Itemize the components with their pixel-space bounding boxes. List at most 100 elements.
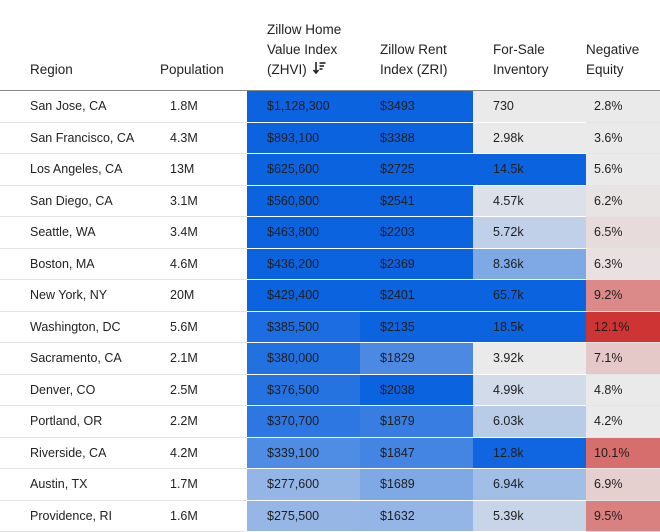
cell-region: New York, NY [0,279,160,312]
cell-zri: $2725 [360,153,473,186]
table-row[interactable]: Austin, TX 1.7M $277,600 $1689 6.94k 6.9% [0,468,660,501]
cell-neg-equity: 6.2% [586,185,660,217]
cell-neg-equity: 6.3% [586,248,660,280]
cell-zhvi: $1,128,300 [247,90,360,123]
cell-neg-equity: 5.6% [586,153,660,186]
column-header-label: Inventory [493,62,549,77]
cell-neg-equity: 6.5% [586,216,660,249]
cell-zri: $1847 [360,437,473,469]
cell-region: Los Angeles, CA [0,153,160,186]
sort-descending-icon[interactable] [312,60,326,80]
column-header-label: Value Index [267,42,338,57]
cell-population: 4.2M [160,437,247,469]
cell-region: Seattle, WA [0,216,160,249]
table-row[interactable]: Sacramento, CA 2.1M $380,000 $1829 3.92k 7.1% [0,342,660,375]
table-row[interactable]: Seattle, WA 3.4M $463,800 $2203 5.72k 6.5% [0,216,660,249]
cell-inventory: 6.03k [473,405,586,438]
cell-population: 13M [160,153,247,186]
cell-population: 2.5M [160,374,247,406]
cell-inventory: 12.8k [473,437,586,469]
column-header-label: Negative [586,42,640,57]
table-row[interactable]: Portland, OR 2.2M $370,700 $1879 6.03k 4.2% [0,405,660,438]
column-header-label: For-Sale [493,42,545,57]
cell-population: 20M [160,279,247,312]
cell-population: 1.8M [160,90,247,123]
column-header-label: Equity [586,62,624,77]
cell-region: San Diego, CA [0,185,160,217]
table-row[interactable]: San Francisco, CA 4.3M $893,100 $3388 2.98k 3… [0,122,660,154]
cell-zri: $2203 [360,216,473,249]
cell-zhvi: $380,000 [247,342,360,375]
cell-zri: $2038 [360,374,473,406]
cell-region: Providence, RI [0,500,160,532]
cell-zhvi: $277,600 [247,468,360,501]
cell-zri: $2369 [360,248,473,280]
table-row[interactable]: Riverside, CA 4.2M $339,100 $1847 12.8k 10.1% [0,437,660,469]
cell-neg-equity: 9.5% [586,500,660,532]
cell-neg-equity: 3.6% [586,122,660,154]
column-header-population[interactable]: Population [160,0,247,91]
cell-region: Denver, CO [0,374,160,406]
column-header-neg_equity[interactable]: Negative Equity [586,0,660,91]
cell-zhvi: $385,500 [247,311,360,343]
table-row[interactable]: San Jose, CA 1.8M $1,128,300 $3493 730 2.8% [0,90,660,123]
cell-population: 4.6M [160,248,247,280]
cell-population: 5.6M [160,311,247,343]
cell-region: Riverside, CA [0,437,160,469]
column-header-zhvi[interactable]: Zillow Home Value Index (ZHVI) [247,0,360,91]
cell-region: Austin, TX [0,468,160,501]
cell-inventory: 5.39k [473,500,586,532]
column-header-label: Zillow Home [267,22,342,37]
cell-zhvi: $560,800 [247,185,360,217]
cell-population: 3.4M [160,216,247,249]
cell-zri: $3388 [360,122,473,154]
cell-region: Washington, DC [0,311,160,343]
cell-population: 2.2M [160,405,247,438]
table-row[interactable]: Los Angeles, CA 13M $625,600 $2725 14.5k 5.6% [0,153,660,186]
cell-population: 1.7M [160,468,247,501]
table-row[interactable]: New York, NY 20M $429,400 $2401 65.7k 9.2% [0,279,660,312]
cell-population: 4.3M [160,122,247,154]
column-header-label: Population [160,62,224,77]
cell-zri: $2135 [360,311,473,343]
cell-neg-equity: 4.2% [586,405,660,438]
cell-zri: $2401 [360,279,473,312]
cell-population: 2.1M [160,342,247,375]
column-header-region[interactable]: Region [0,0,160,91]
cell-inventory: 8.36k [473,248,586,280]
table-row[interactable]: Boston, MA 4.6M $436,200 $2369 8.36k 6.3% [0,248,660,280]
cell-zri: $3493 [360,90,473,123]
cell-inventory: 14.5k [473,153,586,186]
cell-neg-equity: 7.1% [586,342,660,375]
table-header: Region Population Zillow Home Value Index (Z… [0,0,660,91]
cell-zri: $1689 [360,468,473,501]
cell-region: San Jose, CA [0,90,160,123]
table-row[interactable]: Providence, RI 1.6M $275,500 $1632 5.39k 9.5% [0,500,660,532]
table-row[interactable]: San Diego, CA 3.1M $560,800 $2541 4.57k 6.2% [0,185,660,217]
table-row[interactable]: Washington, DC 5.6M $385,500 $2135 18.5k 12.1… [0,311,660,343]
cell-zhvi: $625,600 [247,153,360,186]
cell-inventory: 5.72k [473,216,586,249]
cell-region: Sacramento, CA [0,342,160,375]
cell-neg-equity: 12.1% [586,311,660,343]
column-header-inventory[interactable]: For-Sale Inventory [473,0,586,91]
cell-neg-equity: 6.9% [586,468,660,501]
table-row[interactable]: Denver, CO 2.5M $376,500 $2038 4.99k 4.8% [0,374,660,406]
cell-inventory: 65.7k [473,279,586,312]
cell-region: Boston, MA [0,248,160,280]
cell-neg-equity: 2.8% [586,90,660,123]
cell-neg-equity: 4.8% [586,374,660,406]
cell-inventory: 2.98k [473,122,586,154]
column-header-zri[interactable]: Zillow Rent Index (ZRI) [360,0,473,91]
cell-zhvi: $436,200 [247,248,360,280]
cell-inventory: 3.92k [473,342,586,375]
table-body: San Jose, CA 1.8M $1,128,300 $3493 730 2.8% Sa… [0,90,660,532]
cell-inventory: 730 [473,90,586,123]
cell-zhvi: $429,400 [247,279,360,312]
header-row: Region Population Zillow Home Value Index (Z… [0,0,660,91]
column-header-label: Index (ZRI) [380,62,448,77]
cell-inventory: 6.94k [473,468,586,501]
cell-zhvi: $339,100 [247,437,360,469]
cell-neg-equity: 10.1% [586,437,660,469]
